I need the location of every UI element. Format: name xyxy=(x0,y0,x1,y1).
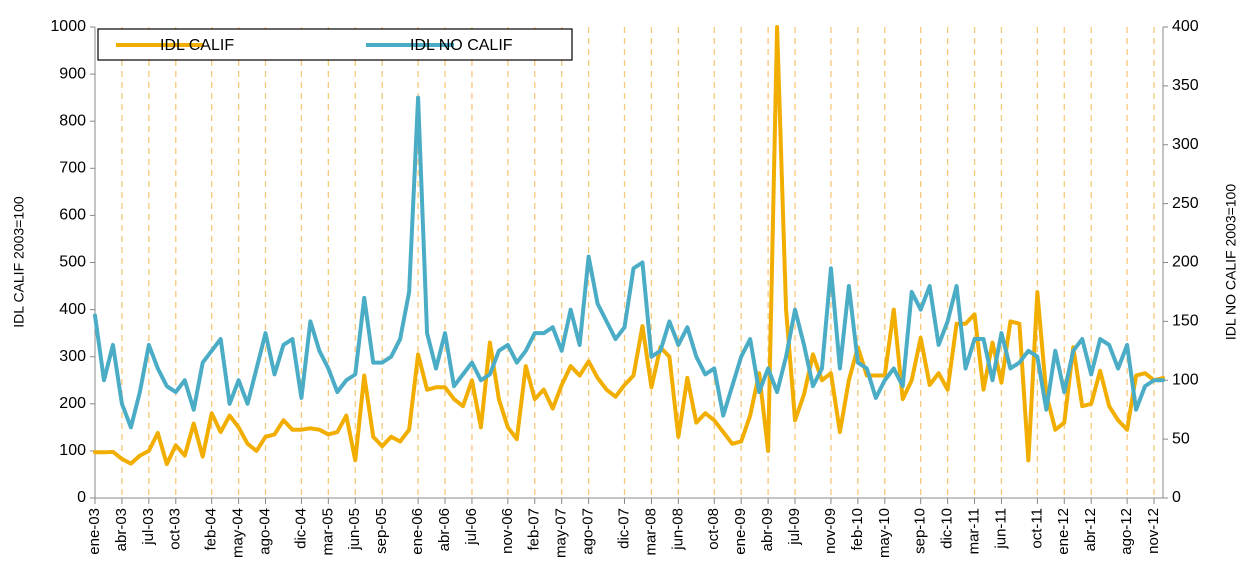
y2-tick-label: 200 xyxy=(1172,254,1199,271)
x-tick-label: ene-12 xyxy=(1055,508,1072,555)
legend-label: IDL CALIF xyxy=(160,37,234,54)
x-tick-label: sep-10 xyxy=(912,508,929,554)
x-tick-label: nov-12 xyxy=(1145,508,1162,554)
y-tick-label: 900 xyxy=(59,65,86,82)
x-tick-label: may-10 xyxy=(876,508,893,558)
x-tick-label: jul-06 xyxy=(463,508,480,546)
x-tick-label: dic-10 xyxy=(939,508,956,549)
y2-tick-label: 100 xyxy=(1172,371,1199,388)
y2-tick-label: 250 xyxy=(1172,195,1199,212)
y-tick-label: 400 xyxy=(59,301,86,318)
x-tick-label: oct-08 xyxy=(705,508,722,550)
legend-label: IDL NO CALIF xyxy=(410,37,513,54)
y2-axis-title: IDL NO CALIF 2003=100 xyxy=(1223,184,1239,341)
y-tick-label: 300 xyxy=(59,348,86,365)
x-tick-label: jun-11 xyxy=(992,508,1009,550)
x-tick-label: jul-03 xyxy=(140,508,157,546)
x-tick-label: mar-08 xyxy=(642,508,659,556)
x-tick-label: oct-03 xyxy=(167,508,184,550)
x-tick-label: abr-12 xyxy=(1082,508,1099,551)
y-tick-label: 800 xyxy=(59,112,86,129)
x-tick-label: nov-06 xyxy=(499,508,516,554)
y-tick-label: 0 xyxy=(77,489,86,506)
series-line xyxy=(93,25,1165,467)
y-tick-label: 100 xyxy=(59,442,86,459)
x-tick-label: ene-06 xyxy=(409,508,426,555)
x-tick-label: ago-12 xyxy=(1118,508,1135,555)
y2-tick-label: 350 xyxy=(1172,77,1199,94)
x-tick-label: abr-03 xyxy=(113,508,130,551)
y-tick-label: 200 xyxy=(59,395,86,412)
x-tick-label: ago-07 xyxy=(580,508,597,555)
x-tick-label: sep-05 xyxy=(373,508,390,554)
x-tick-label: oct-11 xyxy=(1028,508,1045,549)
x-tick-label: dic-04 xyxy=(292,508,309,549)
x-tick-label: mar-05 xyxy=(319,508,336,556)
y-tick-label: 600 xyxy=(59,207,86,224)
y-tick-label: 1000 xyxy=(50,18,86,35)
y-tick-label: 500 xyxy=(59,254,86,271)
x-tick-label: dic-07 xyxy=(615,508,632,549)
series-line xyxy=(93,95,1165,430)
y2-tick-label: 50 xyxy=(1172,430,1190,447)
x-tick-label: feb-07 xyxy=(526,508,543,551)
y2-tick-label: 400 xyxy=(1172,18,1199,35)
x-tick-label: may-04 xyxy=(230,508,247,558)
x-tick-label: abr-06 xyxy=(436,508,453,551)
x-tick-label: nov-09 xyxy=(822,508,839,554)
x-tick-label: jul-09 xyxy=(786,508,803,546)
x-tick-label: mar-11 xyxy=(965,508,982,554)
y-axis-title: IDL CALIF 2003=100 xyxy=(11,196,27,328)
x-tick-label: ene-09 xyxy=(732,508,749,555)
x-tick-label: feb-10 xyxy=(849,508,866,551)
x-tick-label: abr-09 xyxy=(759,508,776,551)
y-tick-label: 700 xyxy=(59,160,86,177)
x-tick-label: ago-04 xyxy=(256,508,273,555)
x-tick-label: jun-08 xyxy=(669,508,686,551)
x-tick-label: feb-04 xyxy=(203,508,220,551)
y2-tick-label: 150 xyxy=(1172,313,1199,330)
x-tick-label: may-07 xyxy=(553,508,570,558)
x-tick-label: jun-05 xyxy=(346,508,363,551)
y2-tick-label: 300 xyxy=(1172,136,1199,153)
x-tick-label: ene-03 xyxy=(86,508,103,555)
y2-tick-label: 0 xyxy=(1172,489,1181,506)
